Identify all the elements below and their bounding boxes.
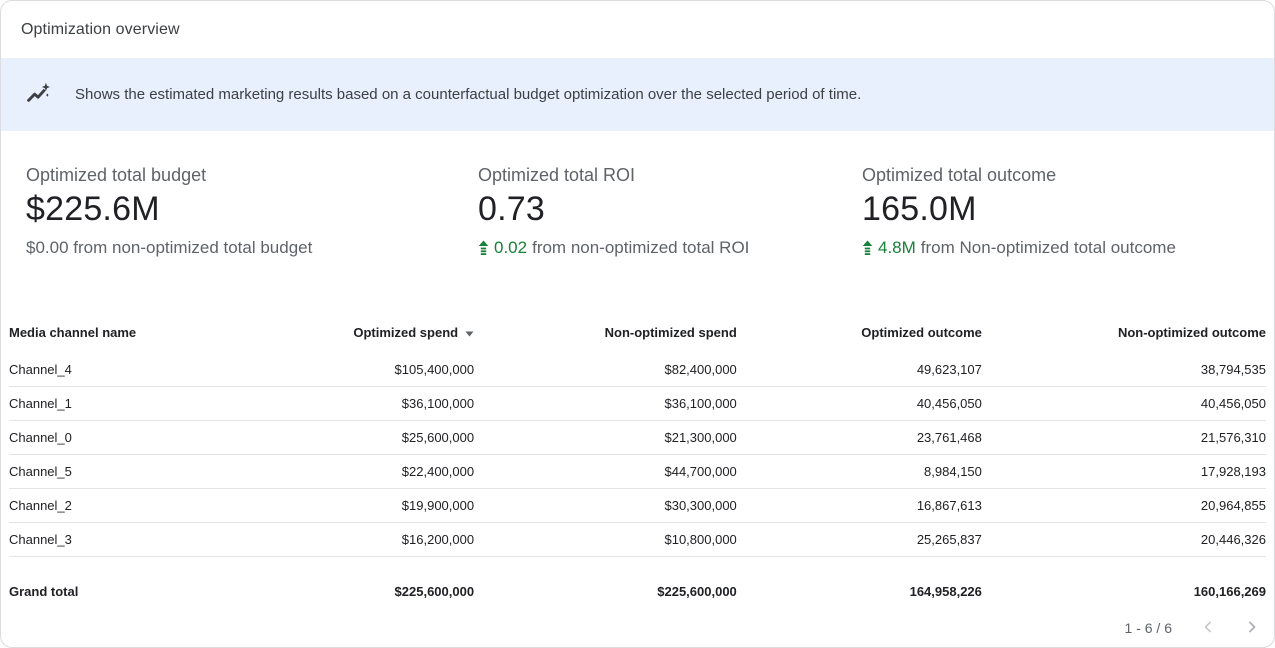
insights-icon <box>25 81 52 108</box>
cell-media-channel-name: Channel_3 <box>9 522 189 557</box>
cell-non-optimized-spend: $30,300,000 <box>474 488 737 523</box>
kpi-value: 0.73 <box>478 190 545 228</box>
cell-non-optimized-spend: $82,400,000 <box>474 353 737 387</box>
kpi-value: $225.6M <box>26 190 160 228</box>
cell-optimized-spend: $16,200,000 <box>188 522 475 557</box>
column-header-non-optimized-outcome[interactable]: Non-optimized outcome <box>1117 325 1266 340</box>
media-channel-table: Media channel name Optimized spend Non-o… <box>9 319 1266 609</box>
chevron-left-icon <box>1198 617 1218 640</box>
cell-media-channel-name: Channel_2 <box>9 488 189 523</box>
kpi-optimized-total-budget: Optimized total budget $225.6M $0.00 fro… <box>26 165 478 258</box>
table-row: Channel_5 $22,400,000 $44,700,000 8,984,… <box>9 454 1266 489</box>
kpi-label: Optimized total budget <box>26 165 207 185</box>
kpi-delta: 4.8M from Non-optimized total outcome <box>862 238 1274 258</box>
info-banner: Shows the estimated marketing results ba… <box>1 58 1274 131</box>
cell-media-channel-name: Channel_0 <box>9 420 189 455</box>
cell-optimized-spend: $105,400,000 <box>188 353 475 387</box>
table-row: Channel_2 $19,900,000 $30,300,000 16,867… <box>9 488 1266 523</box>
cell-non-optimized-outcome: 38,794,535 <box>981 353 1266 387</box>
kpi-delta-text: $0.00 from non-optimized total budget <box>26 238 313 257</box>
cell-optimized-outcome: 49,623,107 <box>736 353 982 387</box>
grand-total-optimized-outcome: 164,958,226 <box>909 584 982 599</box>
table-row: Channel_3 $16,200,000 $10,800,000 25,265… <box>9 522 1266 557</box>
column-header-optimized-spend[interactable]: Optimized spend <box>189 319 474 353</box>
cell-optimized-spend: $22,400,000 <box>188 454 475 489</box>
column-header-optimized-outcome[interactable]: Optimized outcome <box>861 325 982 340</box>
kpi-delta-text: from non-optimized total ROI <box>532 238 750 257</box>
kpi-delta: 0.02 from non-optimized total ROI <box>478 238 862 258</box>
banner-text: Shows the estimated marketing results ba… <box>75 86 862 103</box>
cell-media-channel-name: Channel_4 <box>9 353 189 387</box>
kpi-row: Optimized total budget $225.6M $0.00 fro… <box>1 131 1274 258</box>
cell-non-optimized-spend: $44,700,000 <box>474 454 737 489</box>
cell-optimized-outcome: 40,456,050 <box>736 386 982 421</box>
kpi-value: 165.0M <box>862 190 977 228</box>
grand-total-non-optimized-spend: $225,600,000 <box>657 584 737 599</box>
column-header-media-channel-name[interactable]: Media channel name <box>9 325 137 340</box>
arrow-up-icon <box>862 240 873 257</box>
cell-non-optimized-outcome: 40,456,050 <box>981 386 1266 421</box>
cell-non-optimized-outcome: 17,928,193 <box>981 454 1266 489</box>
card-title: Optimization overview <box>21 20 180 38</box>
grand-total-label: Grand total <box>9 584 79 599</box>
table-row: Channel_1 $36,100,000 $36,100,000 40,456… <box>9 386 1266 421</box>
cell-non-optimized-spend: $21,300,000 <box>474 420 737 455</box>
kpi-label: Optimized total ROI <box>478 165 636 185</box>
kpi-delta: $0.00 from non-optimized total budget <box>26 238 478 258</box>
arrow-up-icon <box>478 240 489 257</box>
kpi-optimized-total-roi: Optimized total ROI 0.73 0.02 from non-o… <box>478 165 862 258</box>
cell-optimized-outcome: 25,265,837 <box>736 522 982 557</box>
cell-non-optimized-spend: $36,100,000 <box>474 386 737 421</box>
kpi-delta-text: from Non-optimized total outcome <box>920 238 1176 257</box>
pagination: 1 - 6 / 6 <box>1 616 1264 640</box>
table-body: Channel_4 $105,400,000 $82,400,000 49,62… <box>9 353 1266 557</box>
table-header-row: Media channel name Optimized spend Non-o… <box>9 319 1266 353</box>
next-page-button[interactable] <box>1240 616 1264 640</box>
kpi-optimized-total-outcome: Optimized total outcome 165.0M 4.8M from… <box>862 165 1274 258</box>
grand-total-row: Grand total $225,600,000 $225,600,000 16… <box>9 557 1266 610</box>
cell-optimized-spend: $19,900,000 <box>188 488 475 523</box>
kpi-delta-value: 0.02 <box>494 238 528 257</box>
grand-total-non-optimized-outcome: 160,166,269 <box>1193 584 1266 599</box>
cell-optimized-outcome: 23,761,468 <box>736 420 982 455</box>
cell-media-channel-name: Channel_5 <box>9 454 189 489</box>
chevron-right-icon <box>1242 617 1262 640</box>
column-header-non-optimized-spend[interactable]: Non-optimized spend <box>604 325 737 340</box>
table-row: Channel_4 $105,400,000 $82,400,000 49,62… <box>9 353 1266 387</box>
prev-page-button[interactable] <box>1196 616 1220 640</box>
cell-media-channel-name: Channel_1 <box>9 386 189 421</box>
cell-non-optimized-outcome: 20,964,855 <box>981 488 1266 523</box>
cell-non-optimized-outcome: 20,446,326 <box>981 522 1266 557</box>
cell-optimized-spend: $25,600,000 <box>188 420 475 455</box>
grand-total-optimized-spend: $225,600,000 <box>394 584 475 599</box>
card-header: Optimization overview <box>1 1 1274 58</box>
cell-optimized-spend: $36,100,000 <box>188 386 475 421</box>
sort-desc-icon <box>465 325 474 340</box>
table-row: Channel_0 $25,600,000 $21,300,000 23,761… <box>9 420 1266 455</box>
cell-non-optimized-spend: $10,800,000 <box>474 522 737 557</box>
kpi-label: Optimized total outcome <box>862 165 1057 185</box>
pagination-range-label: 1 - 6 / 6 <box>1124 620 1172 636</box>
kpi-delta-value: 4.8M <box>878 238 916 257</box>
cell-non-optimized-outcome: 21,576,310 <box>981 420 1266 455</box>
cell-optimized-outcome: 16,867,613 <box>736 488 982 523</box>
cell-optimized-outcome: 8,984,150 <box>736 454 982 489</box>
